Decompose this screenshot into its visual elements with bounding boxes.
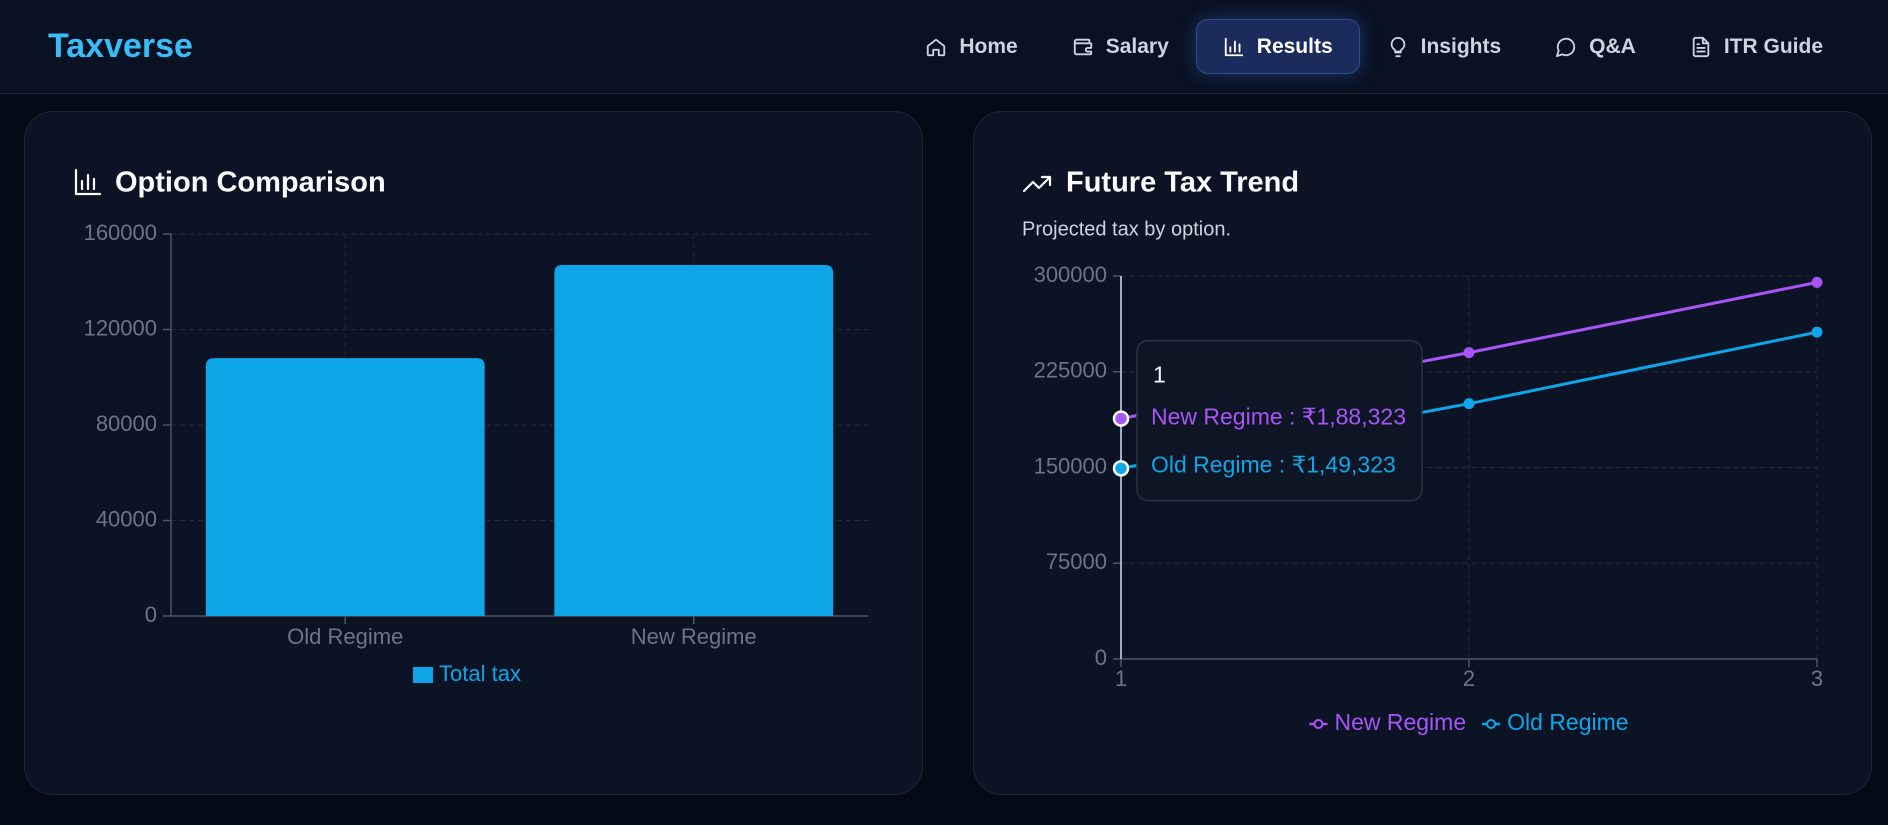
tooltip-box <box>1136 339 1423 502</box>
tooltip-separator: : <box>1272 452 1291 478</box>
tooltip-value: ₹1,49,323 <box>1292 452 1396 478</box>
top-nav: Taxverse Home Salary Results Insights Q&… <box>0 0 1888 94</box>
nav-items: Home Salary Results Insights Q&A ITR Gui… <box>898 19 1850 74</box>
tooltip-separator: : <box>1283 404 1302 430</box>
line-chart: Future Tax Trend Projected tax by option… <box>1022 167 1823 735</box>
legend-marker <box>1313 719 1324 729</box>
home-icon <box>927 38 946 56</box>
nav-label: Home <box>959 34 1018 58</box>
data-point <box>1112 410 1130 427</box>
panel-title: Option Comparison <box>115 167 386 199</box>
bulb-icon <box>1390 36 1405 57</box>
x-tick-label: New Regime <box>631 624 757 649</box>
y-tick-label: 75000 <box>1046 549 1107 574</box>
y-tick-label: 150000 <box>1034 453 1107 478</box>
nav-item[interactable]: ITR Guide <box>1663 19 1850 74</box>
data-point <box>1811 326 1823 338</box>
x-tick-label: 1 <box>1115 666 1127 691</box>
nav-label: Insights <box>1420 34 1502 58</box>
nav-label: Results <box>1256 34 1333 58</box>
y-tick-label: 0 <box>145 602 157 627</box>
nav-item[interactable]: Insights <box>1360 19 1529 74</box>
bar-chart: Option Comparison 0 40000 80000 120000 16000… <box>74 167 868 686</box>
data-point <box>1463 347 1475 359</box>
y-tick-label: 80000 <box>96 411 157 436</box>
tooltip-item: New Regime : ₹1,88,323 <box>1151 404 1406 430</box>
data-point <box>1811 276 1823 288</box>
legend-swatch <box>413 667 434 683</box>
trend-icon <box>1022 175 1052 193</box>
nav-label: Salary <box>1105 34 1169 58</box>
y-tick-label: 160000 <box>84 220 157 245</box>
y-tick-label: 300000 <box>1034 262 1107 287</box>
legend: Total tax <box>413 661 521 686</box>
nav-item[interactable]: Salary <box>1045 19 1196 74</box>
x-tick-label: 3 <box>1811 666 1823 691</box>
chat-icon <box>1556 37 1576 57</box>
legend-label: Total tax <box>439 661 521 686</box>
bar <box>205 358 485 616</box>
nav-label: ITR Guide <box>1723 34 1823 58</box>
data-point <box>1112 460 1130 477</box>
tooltip-value: ₹1,88,323 <box>1302 404 1406 430</box>
doc-icon <box>1692 36 1710 57</box>
comparison-card: Option Comparison 0 40000 80000 120000 16000… <box>24 111 923 795</box>
y-tick-label: 225000 <box>1034 358 1107 383</box>
legend-label: Old Regime <box>1507 709 1628 735</box>
x-tick-label: Old Regime <box>287 624 403 649</box>
brand[interactable]: Taxverse <box>48 27 193 65</box>
nav-item[interactable]: Q&A <box>1528 19 1663 74</box>
x-tick-label: 2 <box>1463 666 1475 691</box>
chart-icon <box>74 168 102 196</box>
tooltip-series: Old Regime <box>1151 452 1272 478</box>
nav-item[interactable]: Home <box>898 19 1044 74</box>
legend-marker <box>1486 719 1497 729</box>
tooltip-series: New Regime <box>1151 404 1283 430</box>
tooltip-item: Old Regime : ₹1,49,323 <box>1151 452 1396 478</box>
data-point <box>1463 398 1475 410</box>
y-tick-label: 40000 <box>96 506 157 531</box>
nav-item[interactable]: Results <box>1195 19 1360 74</box>
tooltip-title: 1 <box>1153 362 1166 388</box>
y-tick-label: 0 <box>1095 645 1107 670</box>
wallet-icon <box>1073 38 1092 55</box>
nav-label: Q&A <box>1589 34 1636 58</box>
legend-label: New Regime <box>1334 709 1466 735</box>
tooltip: 1 New Regime : ₹1,88,323 Old Regime : ₹1,4… <box>1136 339 1423 502</box>
panel-subtitle: Projected tax by option. <box>1022 218 1231 240</box>
y-tick-label: 120000 <box>84 315 157 340</box>
panel-title: Future Tax Trend <box>1066 167 1299 199</box>
chart-icon <box>1224 37 1243 56</box>
legend: New Regime Old Regime <box>1309 709 1629 735</box>
bar <box>554 265 834 616</box>
trend-card: Future Tax Trend Projected tax by option… <box>973 111 1872 795</box>
